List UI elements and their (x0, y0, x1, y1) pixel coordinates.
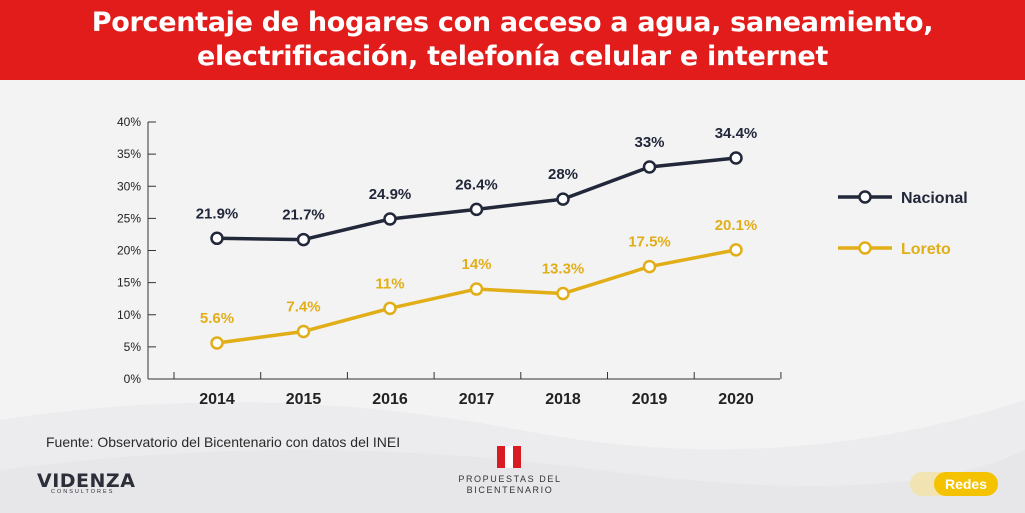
y-tick-label: 40% (117, 115, 141, 129)
data-label-nacional: 21.7% (282, 207, 325, 224)
chart-title-banner: Porcentaje de hogares con acceso a agua,… (0, 0, 1025, 80)
data-point-nacional (469, 202, 484, 217)
y-tick-label: 0% (124, 372, 142, 386)
legend-marker-loreto (858, 241, 872, 255)
data-label-loreto: 14% (461, 256, 491, 273)
data-label-nacional: 24.9% (369, 186, 412, 203)
data-label-nacional: 34.4% (715, 125, 758, 142)
data-point-nacional (383, 212, 397, 226)
logo-prop-line-2: BICENTENARIO (466, 485, 554, 495)
x-tick-label: 2020 (718, 391, 754, 408)
y-tick-label: 35% (117, 147, 141, 161)
logo-prop-line-1: PROPUESTAS DEL (458, 474, 562, 484)
line-chart: 0% 5% 10% 15% 20% 25% 30% 35% 40% 2014 2015 2016 201… (117, 115, 968, 408)
peru-flag-icon (497, 446, 521, 468)
data-point-nacional (210, 231, 224, 246)
y-tick-label: 30% (117, 179, 141, 193)
data-point-loreto (383, 301, 397, 316)
legend-label-nacional: Nacional (901, 190, 968, 207)
x-tick-label: 2015 (286, 391, 322, 408)
data-point-loreto (556, 286, 570, 301)
y-tick-label: 20% (117, 244, 141, 258)
data-point-nacional (642, 160, 657, 174)
data-label-loreto: 11% (375, 275, 404, 292)
data-label-nacional: 21.9% (196, 205, 239, 222)
videnza-logo-subtext: CONSULTORES (51, 489, 115, 495)
data-label-nacional: 28% (548, 166, 578, 183)
legend-marker-nacional (858, 190, 872, 204)
data-label-nacional: 26.4% (455, 176, 498, 193)
x-tick-label: 2019 (632, 391, 668, 408)
legend-label-loreto: Loreto (901, 241, 951, 258)
data-point-loreto (296, 324, 311, 339)
data-label-loreto: 7.4% (286, 298, 320, 315)
data-label-loreto: 13.3% (542, 261, 585, 278)
y-tick-label: 15% (117, 276, 141, 290)
y-tick-label: 10% (117, 308, 141, 322)
x-tick-label: 2017 (459, 391, 495, 408)
chart-title-line-2: electrificación, telefonía celular e int… (196, 41, 829, 72)
data-point-nacional (729, 151, 743, 165)
data-label-loreto: 5.6% (200, 310, 234, 327)
series-line-nacional (216, 156, 737, 242)
propuestas-bicentenario-logo: PROPUESTAS DEL BICENTENARIO (455, 446, 565, 496)
redes-button[interactable]: Redes (934, 472, 998, 496)
x-tick-label: 2018 (545, 391, 581, 408)
videnza-logo-text: VIDENZA (37, 470, 136, 492)
data-point-nacional (296, 232, 311, 247)
videnza-logo: VIDENZA CONSULTORES (37, 470, 147, 500)
data-point-loreto (642, 259, 657, 274)
x-tick-label: 2014 (199, 391, 235, 408)
redes-badge[interactable]: Redes (910, 472, 1000, 496)
source-note: Fuente: Observatorio del Bicentenario co… (46, 434, 401, 450)
chart-title-line-1: Porcentaje de hogares con acceso a agua,… (91, 7, 934, 38)
data-point-nacional (556, 192, 570, 206)
y-tick-label: 5% (124, 340, 142, 354)
data-label-loreto: 17.5% (628, 234, 671, 251)
data-point-loreto (210, 336, 224, 350)
x-tick-label: 2016 (372, 391, 408, 408)
data-point-loreto (469, 282, 484, 296)
data-label-nacional: 33% (634, 134, 664, 151)
y-tick-label: 25% (117, 211, 141, 225)
data-label-loreto: 20.1% (715, 217, 758, 234)
data-point-loreto (729, 243, 743, 257)
